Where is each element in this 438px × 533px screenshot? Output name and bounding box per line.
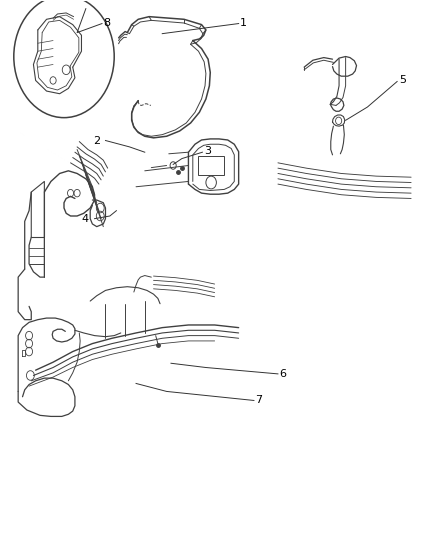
Text: 2: 2: [93, 135, 100, 146]
Text: 6: 6: [279, 369, 286, 379]
Text: 3: 3: [204, 146, 211, 156]
Text: 5: 5: [399, 76, 406, 85]
Text: 4: 4: [82, 214, 89, 224]
Text: 1: 1: [240, 18, 247, 28]
Text: 8: 8: [103, 18, 110, 28]
Text: 7: 7: [255, 395, 262, 406]
